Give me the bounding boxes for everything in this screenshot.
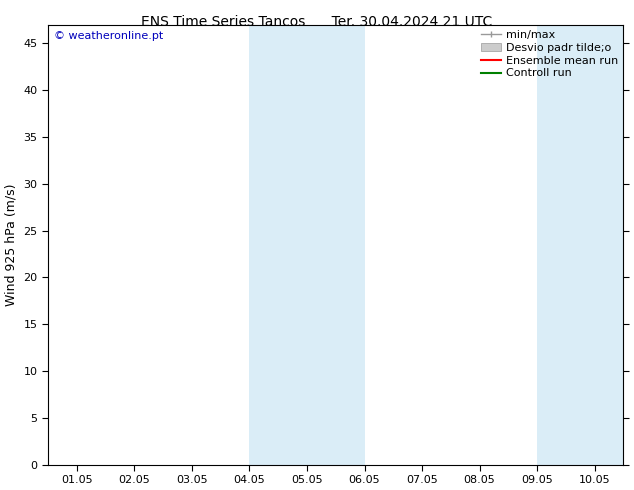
Legend: min/max, Desvio padr tilde;o, Ensemble mean run, Controll run: min/max, Desvio padr tilde;o, Ensemble m… — [478, 27, 621, 82]
Y-axis label: Wind 925 hPa (m/s): Wind 925 hPa (m/s) — [5, 183, 18, 306]
Bar — [249, 24, 307, 465]
Bar — [537, 24, 595, 465]
Text: © weatheronline.pt: © weatheronline.pt — [54, 31, 163, 41]
Bar — [307, 24, 365, 465]
Text: ENS Time Series Tancos      Ter. 30.04.2024 21 UTC: ENS Time Series Tancos Ter. 30.04.2024 2… — [141, 15, 493, 29]
Bar — [595, 24, 634, 465]
